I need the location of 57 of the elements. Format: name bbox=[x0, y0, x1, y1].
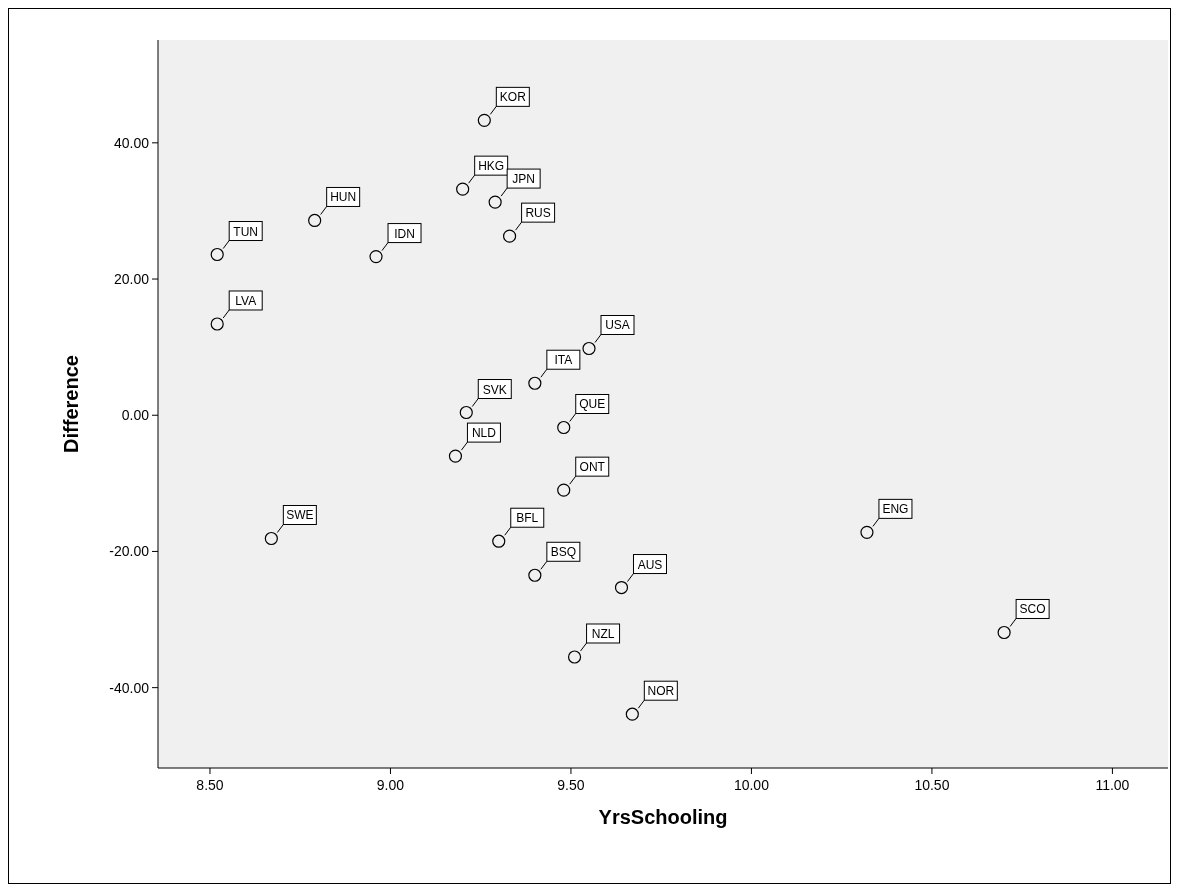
x-axis-title: YrsSchooling bbox=[598, 806, 728, 828]
annotation: ONT bbox=[579, 460, 606, 475]
x-tick-label: 9.50 bbox=[557, 777, 585, 793]
x-tick-label: 10.50 bbox=[914, 777, 950, 793]
point bbox=[210, 317, 224, 331]
annotation: HUN bbox=[330, 190, 357, 205]
annotation: ENG bbox=[882, 502, 909, 517]
point bbox=[448, 449, 463, 463]
y-tick-label: 0.00 bbox=[121, 407, 150, 424]
annotation: AUS bbox=[637, 557, 663, 572]
annotation: NOR bbox=[647, 684, 675, 699]
x-tick-label: 11.00 bbox=[1095, 777, 1130, 793]
annotation: NLD bbox=[471, 426, 497, 441]
annotation: BFL bbox=[516, 511, 539, 526]
annotation: RUS bbox=[525, 206, 551, 221]
annotation: TUN bbox=[233, 224, 259, 239]
annotation: KOR bbox=[499, 90, 527, 105]
point bbox=[528, 376, 542, 390]
annotation: JPN bbox=[512, 172, 535, 187]
annotation: USA bbox=[605, 318, 630, 333]
point bbox=[488, 195, 502, 209]
annotation: ITA bbox=[554, 353, 573, 368]
y-tick-label: 40.00 bbox=[113, 134, 150, 151]
point bbox=[492, 534, 506, 548]
point bbox=[557, 420, 571, 435]
point bbox=[997, 625, 1011, 640]
x-tick-label: 10.00 bbox=[733, 777, 770, 793]
point bbox=[264, 531, 278, 546]
y-tick-label: -20.00 bbox=[109, 543, 150, 560]
annotation: LVA bbox=[235, 293, 257, 308]
point bbox=[860, 525, 874, 539]
point bbox=[477, 113, 491, 127]
point bbox=[459, 405, 473, 420]
point bbox=[582, 341, 596, 356]
x-tick-label: 9.00 bbox=[376, 777, 405, 793]
annotation: HKG bbox=[478, 159, 505, 174]
point bbox=[528, 568, 542, 582]
annotation: SWE bbox=[286, 508, 314, 523]
x-tick-label: 8.50 bbox=[196, 777, 224, 793]
point bbox=[308, 213, 322, 228]
annotation: QUE bbox=[579, 397, 606, 412]
point bbox=[567, 650, 582, 664]
annotation: SCO bbox=[1019, 602, 1046, 617]
point bbox=[456, 182, 470, 196]
y-tick-label: 20.00 bbox=[113, 270, 150, 287]
point bbox=[502, 229, 517, 243]
point bbox=[369, 249, 383, 264]
point bbox=[210, 247, 224, 262]
y-tick-label: -40.00 bbox=[109, 679, 150, 696]
y-axis-title: Difference bbox=[60, 355, 82, 453]
point bbox=[625, 707, 639, 721]
point bbox=[614, 580, 629, 595]
annotation: IDN bbox=[394, 226, 415, 241]
annotation: SVK bbox=[482, 382, 507, 397]
point bbox=[557, 483, 571, 497]
annotation: BSQ bbox=[550, 545, 577, 560]
annotation: NZL bbox=[591, 627, 615, 641]
